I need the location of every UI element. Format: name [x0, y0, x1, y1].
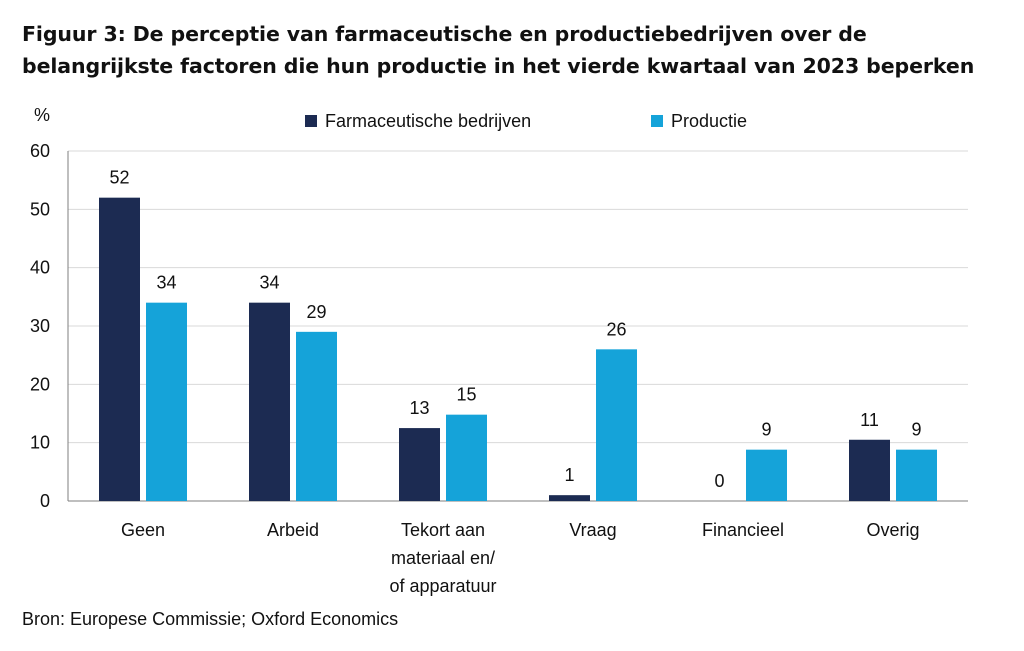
y-axis-label: % [34, 105, 50, 125]
y-tick-label: 0 [40, 491, 50, 511]
data-label: 0 [714, 471, 724, 491]
chart-title-line-1: Figuur 3: De perceptie van farmaceutisch… [22, 22, 867, 46]
bar-productie [146, 302, 187, 501]
y-tick-label: 50 [30, 199, 50, 219]
bar-productie [296, 331, 337, 501]
data-label: 11 [860, 410, 879, 430]
x-tick-label: materiaal en/ [391, 548, 495, 568]
x-tick-label: Financieel [702, 520, 784, 540]
x-tick-label: Arbeid [267, 520, 319, 540]
data-label: 34 [156, 273, 176, 293]
bar-farmaceutisch [249, 302, 290, 501]
data-label: 29 [306, 302, 326, 322]
bar-farmaceutisch [99, 197, 140, 501]
bar-farmaceutisch [399, 428, 440, 501]
x-tick-label: Overig [866, 520, 919, 540]
bar-farmaceutisch [549, 495, 590, 501]
bar-productie [896, 449, 937, 501]
chart-title: Figuur 3: De perceptie van farmaceutisch… [22, 18, 1012, 82]
x-tick-label: Tekort aan [401, 520, 485, 540]
bar-productie [596, 349, 637, 501]
legend-swatch [305, 115, 317, 127]
y-tick-label: 40 [30, 258, 50, 278]
bar-productie [446, 414, 487, 501]
source-note: Bron: Europese Commissie; Oxford Economi… [22, 609, 399, 629]
bar-productie [746, 449, 787, 501]
x-tick-label: Vraag [569, 520, 616, 540]
legend-swatch [651, 115, 663, 127]
x-tick-label: of apparatuur [389, 576, 496, 596]
data-label: 34 [259, 273, 279, 293]
chart-title-line-2: belangrijkste factoren die hun productie… [22, 54, 975, 78]
legend-label: Productie [671, 111, 747, 131]
y-tick-label: 30 [30, 316, 50, 336]
legend-label: Farmaceutische bedrijven [325, 111, 531, 131]
bar-farmaceutisch [849, 439, 890, 501]
data-label: 52 [109, 168, 129, 188]
x-tick-label: Geen [121, 520, 165, 540]
data-label: 1 [564, 465, 574, 485]
y-tick-label: 10 [30, 433, 50, 453]
y-tick-label: 60 [30, 141, 50, 161]
data-label: 15 [456, 385, 476, 405]
data-label: 13 [409, 398, 429, 418]
data-label: 26 [606, 319, 626, 339]
data-label: 9 [761, 420, 771, 440]
y-tick-label: 20 [30, 374, 50, 394]
data-label: 9 [911, 420, 921, 440]
